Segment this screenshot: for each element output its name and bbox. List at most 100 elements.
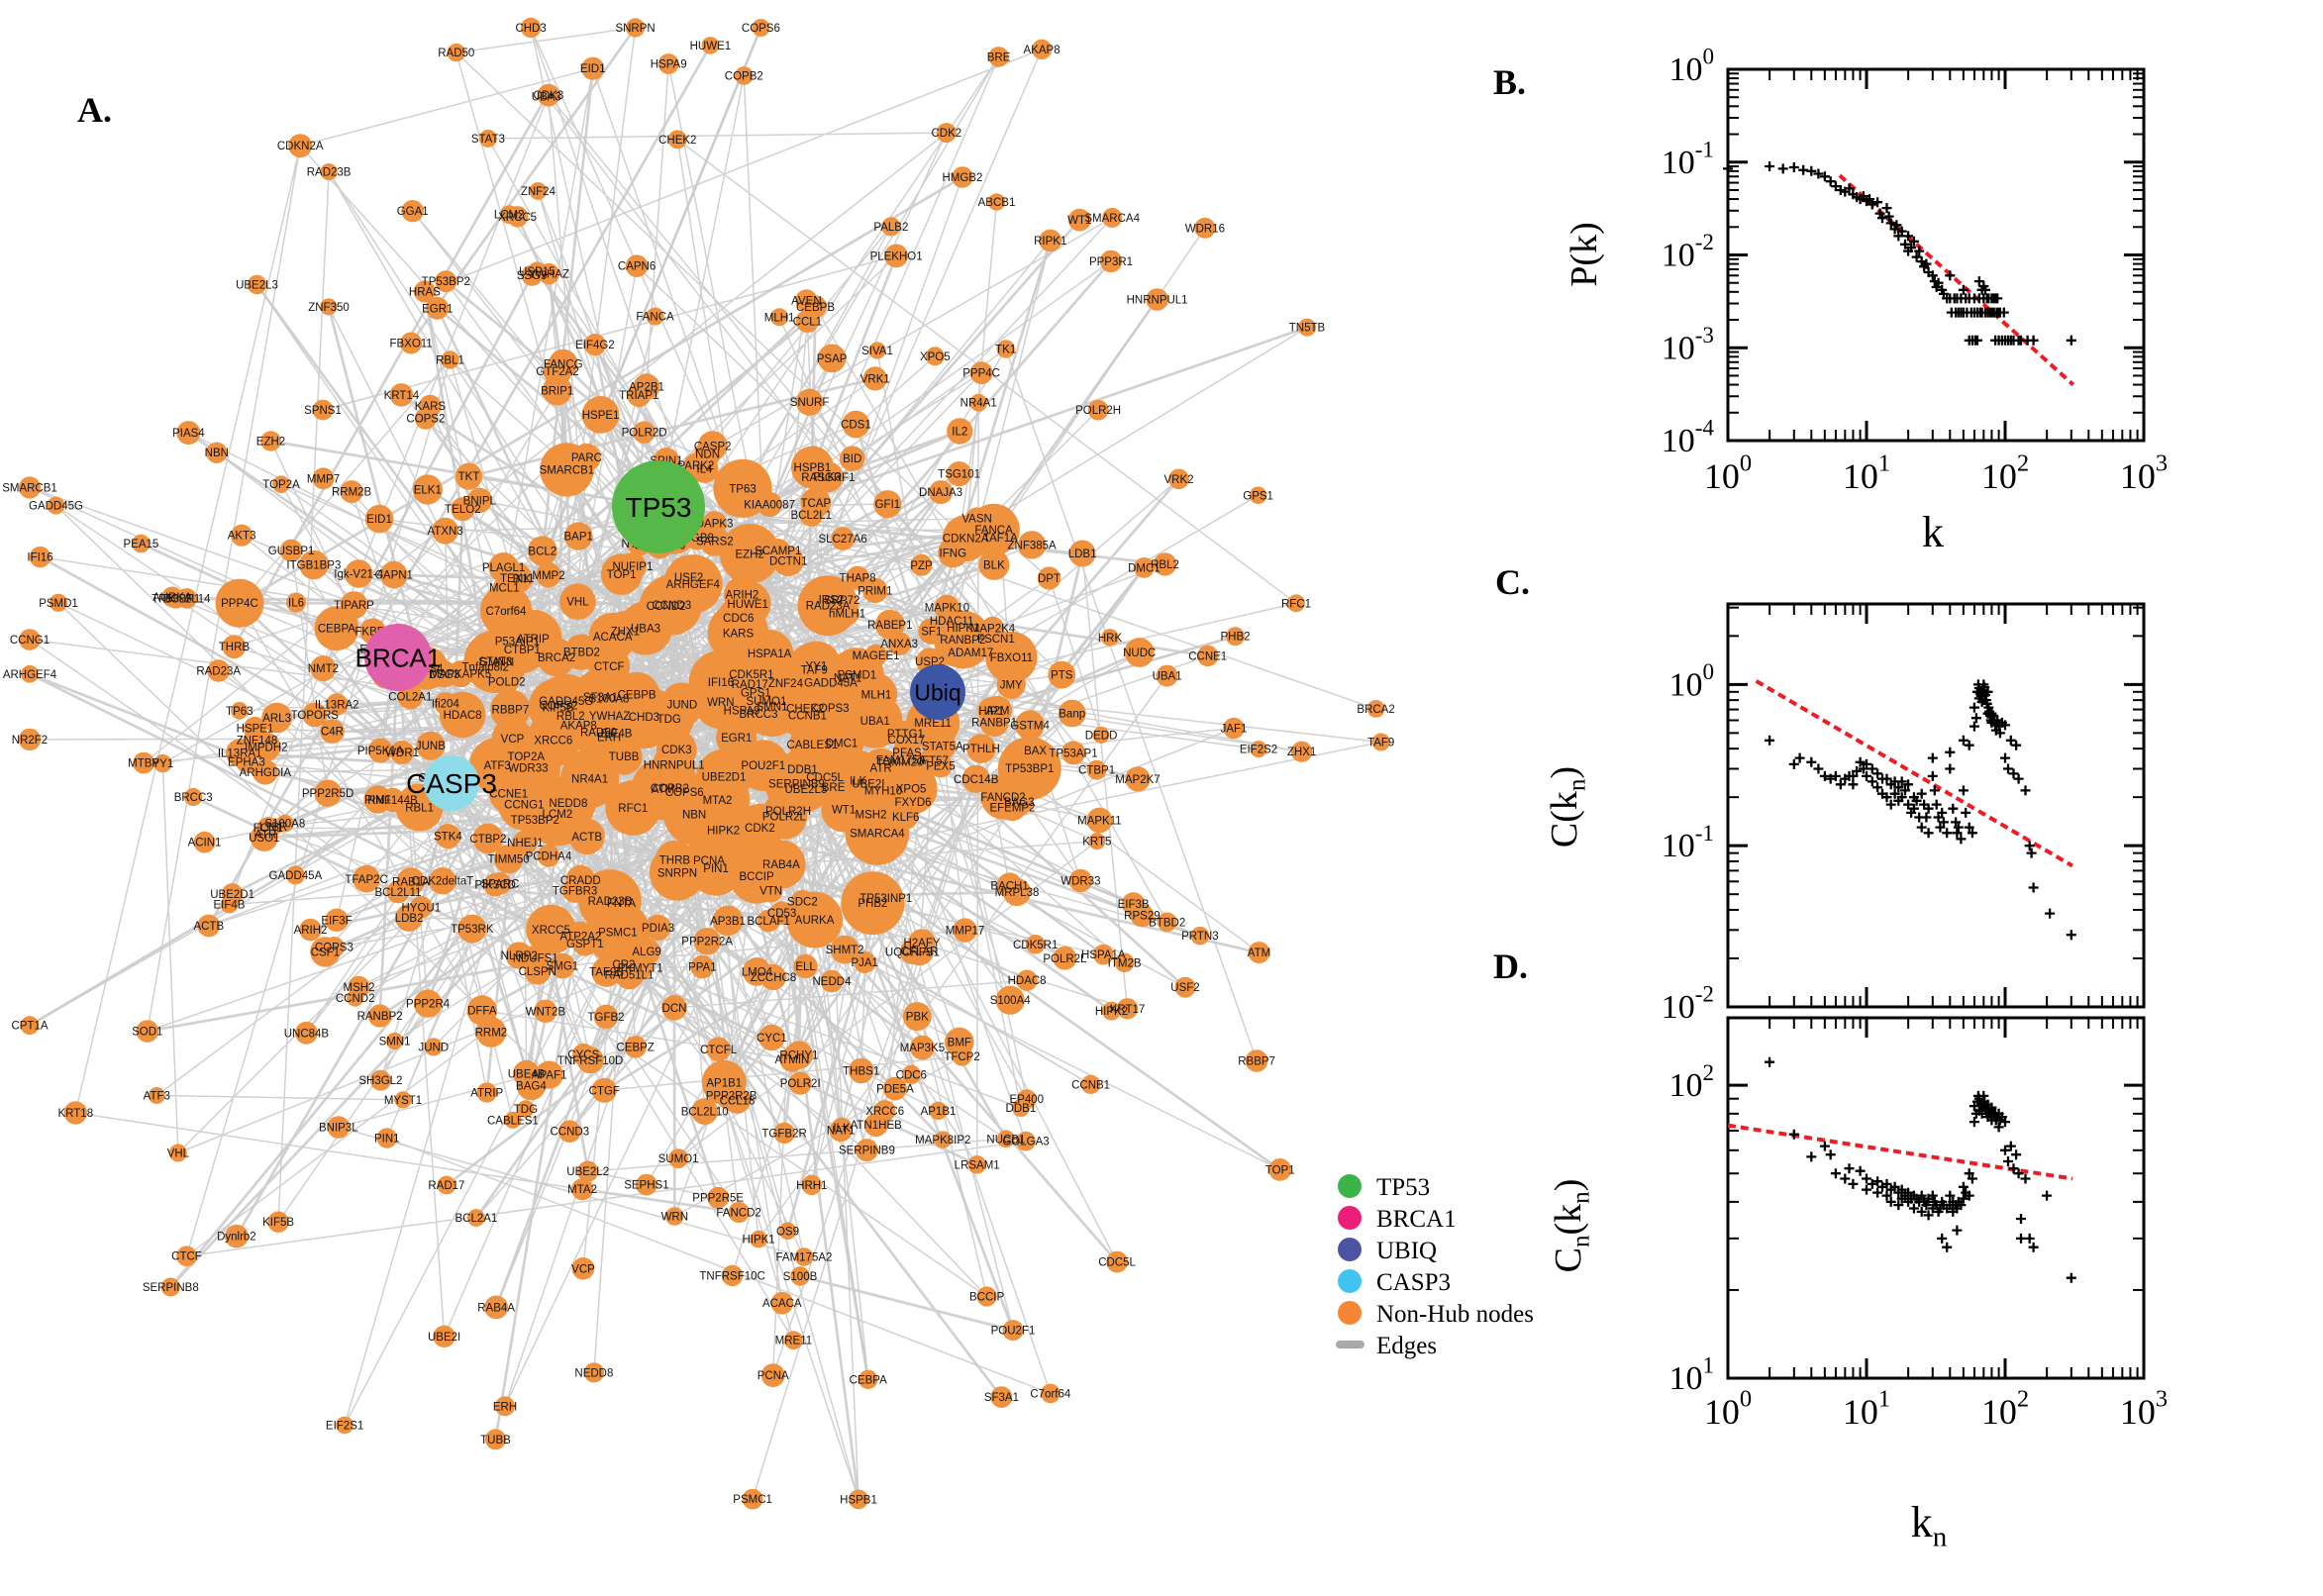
network-node xyxy=(571,1257,595,1280)
svg-text:Cn(kn): Cn(kn) xyxy=(1548,1179,1594,1273)
network-node xyxy=(1245,1049,1268,1072)
network-node xyxy=(395,904,423,932)
network-node xyxy=(925,347,945,366)
legend-item-label: TP53 xyxy=(1376,1174,1430,1201)
network-node xyxy=(221,883,244,905)
network-node xyxy=(467,1209,485,1227)
network-node xyxy=(429,867,456,895)
network-node xyxy=(478,129,497,148)
network-node xyxy=(312,467,335,490)
network-node xyxy=(527,536,557,566)
network-node xyxy=(724,576,760,613)
network-node xyxy=(537,638,576,677)
network-node xyxy=(336,1416,354,1435)
network-node xyxy=(327,1116,351,1139)
network-node xyxy=(706,1037,731,1062)
network-node xyxy=(871,884,900,913)
network-node xyxy=(572,1043,595,1066)
network-node xyxy=(773,1122,795,1145)
network-node xyxy=(1031,39,1053,59)
network-node xyxy=(839,446,865,472)
network-node xyxy=(475,1017,507,1047)
network-node xyxy=(1226,627,1245,647)
network-node xyxy=(168,1144,187,1162)
network-node xyxy=(765,539,790,563)
network-node xyxy=(310,655,337,682)
network-node xyxy=(631,757,694,821)
network-node xyxy=(987,193,1006,211)
network-node xyxy=(256,825,274,843)
network-node xyxy=(348,975,370,998)
network-node xyxy=(1017,531,1047,559)
network-node xyxy=(969,393,988,412)
network-node xyxy=(1102,1001,1121,1021)
network-node xyxy=(743,957,771,986)
network-node xyxy=(627,383,652,408)
network-node xyxy=(1101,629,1119,647)
panel-a-label: A. xyxy=(77,90,112,130)
network-node xyxy=(835,601,859,626)
network-node xyxy=(1037,566,1061,590)
network-node xyxy=(724,657,776,711)
network-node xyxy=(830,935,859,964)
network-node xyxy=(1114,952,1135,973)
network-node xyxy=(794,1247,814,1266)
network-node xyxy=(521,264,543,286)
network-node xyxy=(401,200,424,223)
ubiq-swatch-icon xyxy=(1338,1238,1362,1261)
network-node xyxy=(1157,912,1177,933)
network-node xyxy=(565,921,596,950)
hub-node-brca1 xyxy=(364,624,432,691)
network-node xyxy=(207,659,230,682)
network-node xyxy=(176,1246,197,1266)
network-node xyxy=(571,1178,594,1201)
network-node xyxy=(326,693,349,716)
network-node xyxy=(1016,1131,1036,1151)
network-node xyxy=(625,254,649,278)
network-node xyxy=(1168,468,1189,490)
network-node xyxy=(419,394,442,418)
network-node xyxy=(719,523,780,584)
network-node xyxy=(1250,741,1267,758)
network-node xyxy=(721,1264,744,1287)
network-node xyxy=(712,905,744,937)
svg-text:P(k): P(k) xyxy=(1564,222,1605,286)
x-axis-title: k xyxy=(1922,508,1944,556)
network-node xyxy=(376,1128,397,1148)
network-node xyxy=(855,673,898,716)
network-node xyxy=(593,1004,619,1030)
network-node xyxy=(517,801,554,839)
network-node xyxy=(910,553,933,576)
y-tick-label: 10-2 xyxy=(1662,982,1714,1026)
network-node xyxy=(604,610,646,651)
x-tick-label: 103 xyxy=(2120,1386,2168,1432)
network-node xyxy=(849,1489,868,1510)
network-node xyxy=(369,1069,391,1091)
hub-node-tp53 xyxy=(612,460,705,553)
plot-frame xyxy=(1726,67,2146,443)
legend-item-nonhub: Non-Hub nodes xyxy=(1338,1301,1534,1328)
legend-item-label: Edges xyxy=(1376,1333,1437,1359)
network-node xyxy=(286,592,306,613)
x-tick-label: 101 xyxy=(1843,1386,1890,1432)
casp3-swatch-icon xyxy=(1338,1269,1362,1293)
legend-item-edges: Edges xyxy=(1336,1333,1437,1359)
network-node xyxy=(136,1020,159,1043)
network-node xyxy=(505,942,533,969)
network-node xyxy=(367,738,393,763)
network-node xyxy=(424,1038,443,1056)
network-node xyxy=(433,1325,455,1348)
network-node xyxy=(476,1082,497,1103)
network-node xyxy=(484,1295,508,1320)
legend-item-label: UBIQ xyxy=(1376,1238,1437,1264)
network-node xyxy=(1190,926,1210,946)
network-node xyxy=(288,134,313,158)
network-node xyxy=(368,1004,392,1028)
network-node xyxy=(562,877,588,903)
network-node xyxy=(947,418,973,445)
network-node xyxy=(568,818,605,855)
network-node xyxy=(667,130,687,150)
network-node xyxy=(564,522,593,550)
network-node xyxy=(502,626,533,656)
